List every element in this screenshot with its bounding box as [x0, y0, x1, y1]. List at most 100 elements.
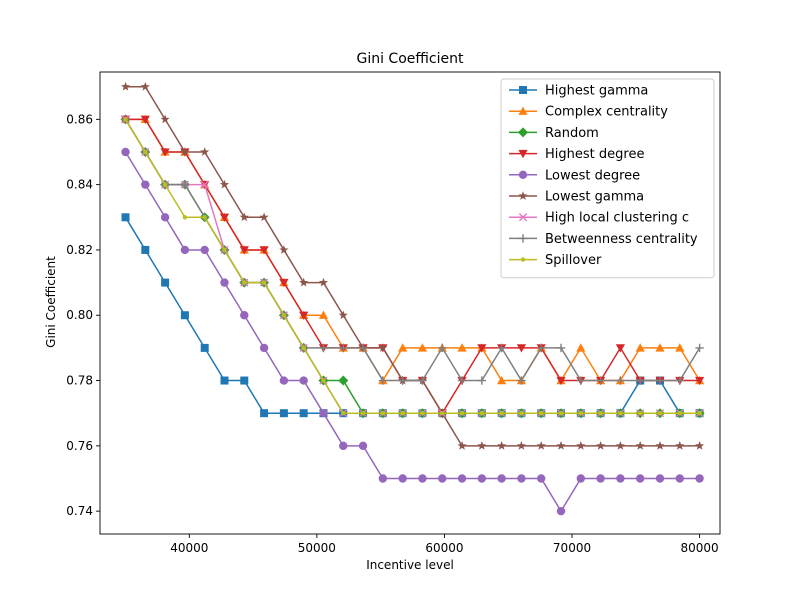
series-9 [123, 117, 702, 416]
data-point [200, 147, 210, 156]
data-point [182, 215, 188, 220]
legend-label: Complex centrality [545, 105, 668, 120]
data-point [675, 441, 685, 450]
data-point [539, 410, 544, 416]
data-point [240, 311, 249, 320]
legend-label: Spillover [545, 253, 602, 268]
data-point [279, 409, 288, 418]
data-point [180, 180, 190, 189]
data-point [162, 182, 168, 187]
chart-title: Gini Coefficient [356, 51, 464, 67]
data-point [576, 474, 586, 483]
data-point [338, 375, 349, 386]
data-point [519, 410, 524, 416]
data-point [576, 343, 586, 352]
data-point [576, 376, 586, 385]
legend-item: Lowest gamma [509, 190, 644, 205]
data-point [261, 280, 267, 285]
data-point [615, 344, 626, 353]
data-point [160, 114, 170, 124]
y-tick-label: 0.78 [66, 374, 93, 388]
legend-item: Lowest degree [509, 168, 640, 183]
legend-item: Highest gamma [509, 84, 648, 99]
data-point [279, 376, 289, 385]
data-point [655, 441, 665, 450]
data-point [638, 410, 643, 416]
data-point [259, 343, 269, 353]
data-point [636, 376, 645, 385]
data-point [418, 376, 427, 385]
legend-label: Lowest degree [545, 168, 640, 183]
data-point [279, 245, 289, 254]
data-point [299, 311, 309, 320]
legend-label: Highest degree [545, 147, 644, 162]
legend-label: High local clustering c [545, 211, 689, 226]
data-point [400, 410, 405, 416]
x-tick-label: 40000 [170, 541, 208, 555]
data-point [636, 474, 645, 483]
legend-marker [518, 170, 528, 179]
data-point [499, 410, 504, 416]
data-point [457, 376, 467, 385]
legend: Highest gamma Complex centrality Random Hig… [500, 78, 715, 279]
data-point [479, 410, 485, 416]
data-point [319, 408, 328, 418]
y-tick-label: 0.86 [66, 112, 93, 126]
data-point [242, 280, 247, 285]
y-tick-label: 0.82 [66, 243, 93, 257]
data-point [516, 441, 526, 450]
data-point [497, 474, 506, 483]
data-point [655, 376, 665, 385]
x-tick-label: 70000 [553, 541, 591, 555]
data-point [440, 410, 445, 416]
data-point [516, 344, 527, 353]
data-point [556, 376, 566, 386]
y-tick-label: 0.74 [66, 504, 93, 518]
data-point [675, 376, 684, 385]
data-point [200, 343, 209, 352]
legend-marker [519, 86, 527, 94]
data-point [556, 441, 566, 450]
data-point [380, 410, 386, 416]
data-point [596, 441, 606, 450]
legend-item: Random [509, 126, 599, 141]
data-point [596, 474, 605, 483]
legend-item: Highest degree [509, 147, 644, 162]
y-axis-label: Gini Coefficient [44, 256, 58, 348]
data-point [341, 410, 346, 416]
data-point [556, 506, 566, 516]
data-point [318, 310, 329, 319]
data-point [615, 441, 625, 450]
legend-label: Highest gamma [545, 84, 648, 99]
axes-frame [99, 71, 721, 535]
data-point [200, 180, 209, 189]
data-point [200, 245, 209, 255]
data-point [695, 343, 704, 353]
data-point [358, 343, 368, 353]
data-point [220, 278, 229, 287]
y-tick-label: 0.76 [66, 439, 93, 453]
data-point [694, 376, 705, 386]
data-point [220, 376, 229, 385]
data-point [239, 212, 249, 222]
data-point [219, 213, 230, 222]
data-point [140, 81, 150, 91]
data-point [318, 277, 329, 287]
data-point [438, 343, 447, 353]
data-point [378, 376, 388, 385]
data-point [537, 474, 546, 483]
data-point [418, 474, 427, 483]
x-tick-label: 80000 [680, 541, 718, 555]
data-point [697, 410, 702, 416]
data-point [143, 149, 148, 155]
data-point [420, 410, 425, 416]
y-tick-label: 0.84 [66, 178, 93, 192]
data-point [457, 441, 467, 450]
x-axis: 40000 50000 60000 70000 80000 [170, 534, 719, 555]
data-point [301, 345, 306, 351]
data-point [677, 410, 682, 416]
y-tick-label: 0.80 [66, 308, 93, 322]
data-point [121, 213, 130, 222]
data-point [457, 343, 467, 352]
legend-box [500, 78, 715, 279]
